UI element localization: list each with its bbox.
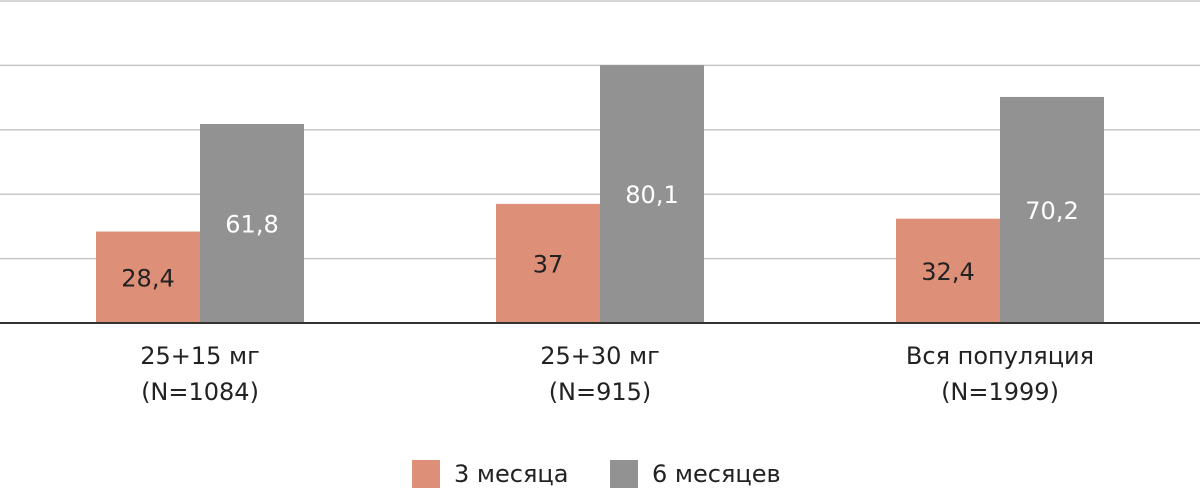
x-tick-label: (N=915)	[549, 378, 652, 406]
x-tick-label: 25+15 мг	[140, 342, 260, 370]
value-label: 32,4	[921, 258, 974, 286]
legend-label: 6 месяцев	[652, 460, 781, 488]
x-tick-label: 25+30 мг	[540, 342, 660, 370]
bar	[600, 65, 704, 323]
value-label: 61,8	[225, 211, 278, 239]
bar	[1000, 96, 1104, 324]
bar	[96, 231, 200, 323]
x-tick-label: (N=1084)	[141, 378, 259, 406]
x-tick-label: (N=1999)	[941, 378, 1059, 406]
legend-swatch	[412, 460, 440, 488]
bar	[200, 124, 304, 323]
value-label: 80,1	[625, 181, 678, 209]
legend-swatch	[610, 460, 638, 488]
x-tick-label: Вся популяция	[906, 342, 1094, 370]
legend-label: 3 месяца	[454, 460, 568, 488]
value-label: 70,2	[1025, 197, 1078, 225]
bar	[896, 218, 1000, 323]
bar	[496, 203, 600, 323]
value-label: 28,4	[121, 264, 174, 292]
value-label: 37	[533, 250, 564, 278]
